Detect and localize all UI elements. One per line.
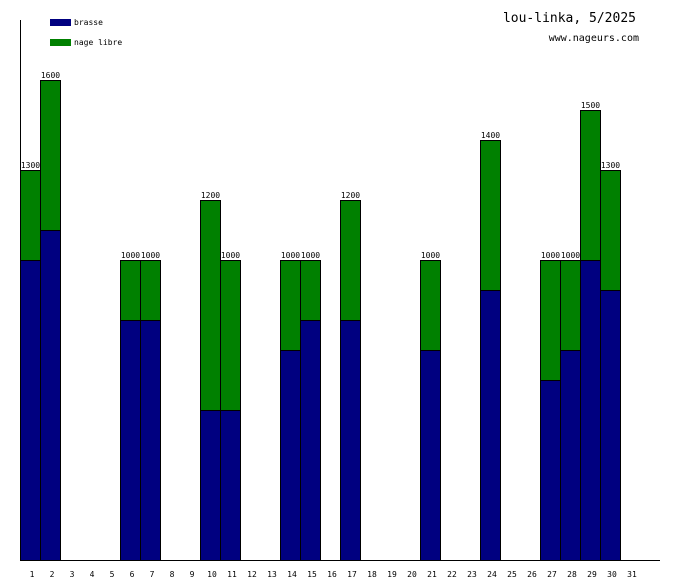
x-tick-label: 4 [90, 570, 95, 579]
bar-brasse-day-17 [340, 320, 361, 561]
bar-nage-libre-day-24 [480, 140, 501, 291]
total-label-day-15: 1000 [301, 251, 320, 260]
bar-brasse-day-21 [420, 350, 441, 561]
total-label-day-21: 1000 [421, 251, 440, 260]
legend-swatch-brasse [50, 19, 71, 26]
x-tick-label: 20 [407, 570, 417, 579]
bar-brasse-day-7 [140, 320, 161, 561]
total-label-day-7: 1000 [141, 251, 160, 260]
bar-nage-libre-day-17 [340, 200, 361, 321]
bar-nage-libre-day-29 [580, 110, 601, 261]
x-tick-label: 29 [587, 570, 597, 579]
x-tick-label: 8 [170, 570, 175, 579]
total-label-day-30: 1300 [601, 161, 620, 170]
total-label-day-27: 1000 [541, 251, 560, 260]
total-label-day-2: 1600 [41, 71, 60, 80]
total-label-day-17: 1200 [341, 191, 360, 200]
x-tick-label: 1 [30, 570, 35, 579]
x-tick-label: 31 [627, 570, 637, 579]
total-label-day-29: 1500 [581, 101, 600, 110]
bar-brasse-day-6 [120, 320, 141, 561]
x-tick-label: 18 [367, 570, 377, 579]
x-tick-label: 13 [267, 570, 277, 579]
bar-brasse-day-30 [600, 290, 621, 561]
bar-nage-libre-day-11 [220, 260, 241, 411]
x-tick-label: 7 [150, 570, 155, 579]
bar-nage-libre-day-7 [140, 260, 161, 321]
bar-brasse-day-24 [480, 290, 501, 561]
x-tick-label: 9 [190, 570, 195, 579]
bar-nage-libre-day-2 [40, 80, 61, 231]
bar-brasse-day-28 [560, 350, 581, 561]
bar-nage-libre-day-27 [540, 260, 561, 381]
chart-subtitle: www.nageurs.com [549, 33, 639, 44]
total-label-day-28: 1000 [561, 251, 580, 260]
x-tick-label: 26 [527, 570, 537, 579]
x-tick-label: 12 [247, 570, 257, 579]
bar-brasse-day-27 [540, 380, 561, 561]
bar-nage-libre-day-28 [560, 260, 581, 351]
bar-brasse-day-11 [220, 410, 241, 561]
chart-title: lou-linka, 5/2025 [503, 11, 636, 26]
x-tick-label: 21 [427, 570, 437, 579]
bar-nage-libre-day-30 [600, 170, 621, 291]
bar-brasse-day-15 [300, 320, 321, 561]
bar-brasse-day-14 [280, 350, 301, 561]
bar-nage-libre-day-15 [300, 260, 321, 321]
x-tick-label: 2 [50, 570, 55, 579]
legend-label-brasse: brasse [74, 18, 103, 27]
x-tick-label: 28 [567, 570, 577, 579]
x-tick-label: 17 [347, 570, 357, 579]
total-label-day-10: 1200 [201, 191, 220, 200]
bar-brasse-day-29 [580, 260, 601, 561]
x-tick-label: 5 [110, 570, 115, 579]
x-tick-label: 19 [387, 570, 397, 579]
total-label-day-6: 1000 [121, 251, 140, 260]
x-tick-label: 25 [507, 570, 517, 579]
bar-nage-libre-day-10 [200, 200, 221, 411]
bar-brasse-day-1 [20, 260, 41, 561]
x-tick-label: 30 [607, 570, 617, 579]
x-tick-label: 24 [487, 570, 497, 579]
legend-label-nage-libre: nage libre [74, 38, 122, 47]
x-tick-label: 15 [307, 570, 317, 579]
total-label-day-14: 1000 [281, 251, 300, 260]
total-label-day-11: 1000 [221, 251, 240, 260]
bar-nage-libre-day-1 [20, 170, 41, 261]
total-label-day-24: 1400 [481, 131, 500, 140]
x-tick-label: 14 [287, 570, 297, 579]
bar-nage-libre-day-6 [120, 260, 141, 321]
bar-brasse-day-10 [200, 410, 221, 561]
x-tick-label: 10 [207, 570, 217, 579]
total-label-day-1: 1300 [21, 161, 40, 170]
x-tick-label: 16 [327, 570, 337, 579]
x-tick-label: 23 [467, 570, 477, 579]
x-tick-label: 22 [447, 570, 457, 579]
bar-nage-libre-day-21 [420, 260, 441, 351]
legend-swatch-nage-libre [50, 39, 71, 46]
x-tick-label: 3 [70, 570, 75, 579]
bar-nage-libre-day-14 [280, 260, 301, 351]
x-tick-label: 6 [130, 570, 135, 579]
x-tick-label: 27 [547, 570, 557, 579]
x-tick-label: 11 [227, 570, 237, 579]
bar-brasse-day-2 [40, 230, 61, 561]
